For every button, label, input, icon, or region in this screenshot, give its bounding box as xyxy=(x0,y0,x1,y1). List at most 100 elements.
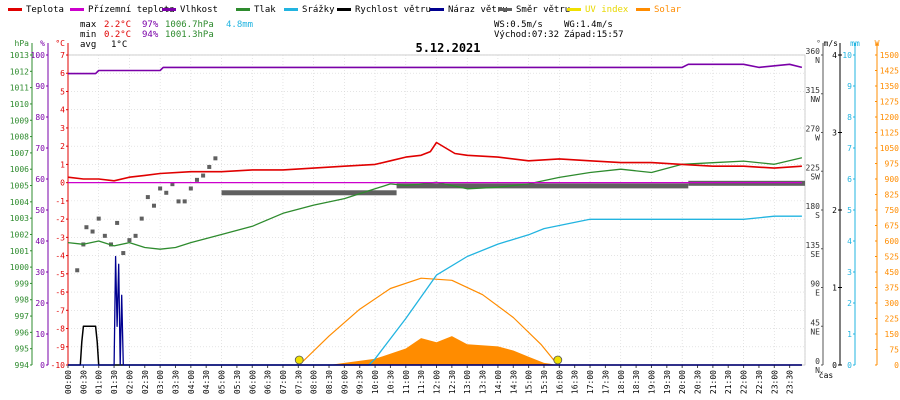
time-label-17: 08:30 xyxy=(325,370,334,394)
axis-ms-label-0: 0 xyxy=(832,361,837,370)
axis-w-label-11: 825 xyxy=(885,191,900,200)
time-label-28: 14:00 xyxy=(494,370,503,394)
axis-hpa-label-9: 1003 xyxy=(10,214,29,223)
axis-dir-label-4: 180 xyxy=(806,202,821,211)
time-label-7: 03:30 xyxy=(171,370,180,394)
axis-hum-label-8: 80 xyxy=(35,113,45,122)
axis-temp-label-13: 3 xyxy=(60,124,65,133)
series-solar-area xyxy=(68,336,802,365)
legend-label-0: Teplota xyxy=(26,5,64,15)
wind-dir-point-19 xyxy=(188,186,193,191)
axis-mm-label-5: 5 xyxy=(847,206,852,215)
stats-avg-label: avg xyxy=(80,40,96,50)
axis-dir-name-2: E xyxy=(815,289,820,298)
legend-label-9: Solar xyxy=(654,5,682,15)
axis-w-label-6: 450 xyxy=(885,268,900,277)
axis-ms-label-1: 1 xyxy=(832,284,837,293)
axis-dir-name-6: W xyxy=(815,134,820,143)
stats-max-press: 1006.7hPa xyxy=(165,20,214,30)
axis-temp-label-4: -6 xyxy=(55,288,65,297)
axis-mm-label-2: 2 xyxy=(847,299,852,308)
stats-wg: WG:1.4m/s xyxy=(564,20,613,30)
axis-hpa-label-3: 997 xyxy=(15,312,30,321)
time-axis-title: čas xyxy=(819,370,834,380)
axis-hpa-label-7: 1001 xyxy=(10,247,29,256)
axis-w-label-5: 375 xyxy=(885,284,900,293)
axis-hpa-label-17: 1011 xyxy=(10,84,29,93)
legend-label-4: Srážky xyxy=(302,5,335,15)
axis-hpa-label-14: 1008 xyxy=(10,133,29,142)
legend-swatch-6 xyxy=(430,8,444,11)
axis-hum-unit: % xyxy=(40,39,45,48)
time-label-13: 06:30 xyxy=(264,370,273,394)
axis-dir-label-5: 225 xyxy=(806,163,821,172)
time-label-18: 09:00 xyxy=(340,370,349,394)
wind-dir-point-11 xyxy=(139,216,144,221)
time-label-20: 10:00 xyxy=(371,370,380,394)
time-label-1: 00:30 xyxy=(79,370,88,394)
axis-hum-label-9: 90 xyxy=(35,82,45,91)
axis-temp-label-15: 5 xyxy=(60,87,65,96)
stats-max-hum: 97% xyxy=(142,20,159,30)
axis-hum-label-2: 20 xyxy=(35,299,45,308)
axis-hpa-unit: hPa xyxy=(15,39,30,48)
wind-dir-point-15 xyxy=(164,190,169,195)
axis-ms-label-2: 2 xyxy=(832,206,837,215)
stats-min-label: min xyxy=(80,30,96,40)
wind-dir-point-13 xyxy=(151,203,156,208)
axis-hpa-label-16: 1010 xyxy=(10,100,29,109)
time-label-46: 23:00 xyxy=(770,370,779,394)
wind-dir-point-12 xyxy=(145,195,150,200)
stats-min-hum: 94% xyxy=(142,30,159,40)
time-label-8: 04:00 xyxy=(187,370,196,394)
time-label-11: 05:30 xyxy=(233,370,242,394)
legend-swatch-9 xyxy=(636,8,650,11)
legend: Teplota Přízemní teplota Vlhkost Tlak Srážky… xyxy=(8,5,682,15)
time-label-45: 22:30 xyxy=(755,370,764,394)
axis-w-label-7: 525 xyxy=(885,253,900,262)
legend-label-2: Vlhkost xyxy=(180,5,218,15)
axis-w-label-1: 75 xyxy=(889,346,899,355)
axis-hum-label-6: 60 xyxy=(35,175,45,184)
axis-hpa-label-8: 1002 xyxy=(10,230,29,239)
axis-dir-name-3: SE xyxy=(810,250,820,259)
time-label-37: 18:30 xyxy=(632,370,641,394)
wind-dir-point-9 xyxy=(127,238,132,243)
series-pressure xyxy=(67,157,803,250)
axis-w-label-16: 1200 xyxy=(880,113,899,122)
legend-label-8: UV index xyxy=(585,5,629,15)
wind-dir-point-10 xyxy=(133,233,138,238)
time-label-15: 07:30 xyxy=(294,370,303,394)
axis-temp-label-8: -2 xyxy=(55,215,65,224)
legend-label-6: Náraz větru xyxy=(448,5,508,15)
axes: hPa9949959969979989991000100110021003100… xyxy=(10,39,899,394)
legend-label-7: Směr větru xyxy=(516,5,570,15)
time-label-26: 13:00 xyxy=(463,370,472,394)
legend-swatch-4 xyxy=(284,8,298,11)
axis-hpa-label-12: 1006 xyxy=(10,165,29,174)
series-temperature xyxy=(67,141,802,182)
axis-hpa-label-5: 999 xyxy=(15,279,30,288)
time-label-47: 23:30 xyxy=(786,370,795,394)
time-label-0: 00:00 xyxy=(64,370,73,394)
wind-dir-point-4 xyxy=(96,216,101,221)
axis-w-label-13: 975 xyxy=(885,160,900,169)
time-label-34: 17:00 xyxy=(586,370,595,394)
axis-dir-name-4: S xyxy=(815,211,820,220)
axis-hpa-label-18: 1012 xyxy=(10,67,29,76)
legend-swatch-2 xyxy=(162,8,176,11)
stats-ws: WS:0.5m/s xyxy=(494,20,543,30)
stats-sunrise: Východ:07:32 xyxy=(494,30,559,40)
series-solar-max xyxy=(298,277,559,366)
time-label-12: 06:00 xyxy=(248,370,257,394)
axis-w-label-17: 1275 xyxy=(880,98,899,107)
time-label-21: 10:30 xyxy=(386,370,395,394)
axis-hum-label-4: 40 xyxy=(35,237,45,246)
axis-temp-label-7: -3 xyxy=(55,233,65,242)
axis-temp-label-14: 4 xyxy=(60,106,65,115)
axis-mm-label-8: 8 xyxy=(847,113,852,122)
axis-w-label-18: 1350 xyxy=(880,82,899,91)
axis-w-label-20: 1500 xyxy=(880,51,899,60)
stats-sunset: Západ:15:57 xyxy=(564,30,624,40)
axis-hum-label-5: 50 xyxy=(35,206,45,215)
